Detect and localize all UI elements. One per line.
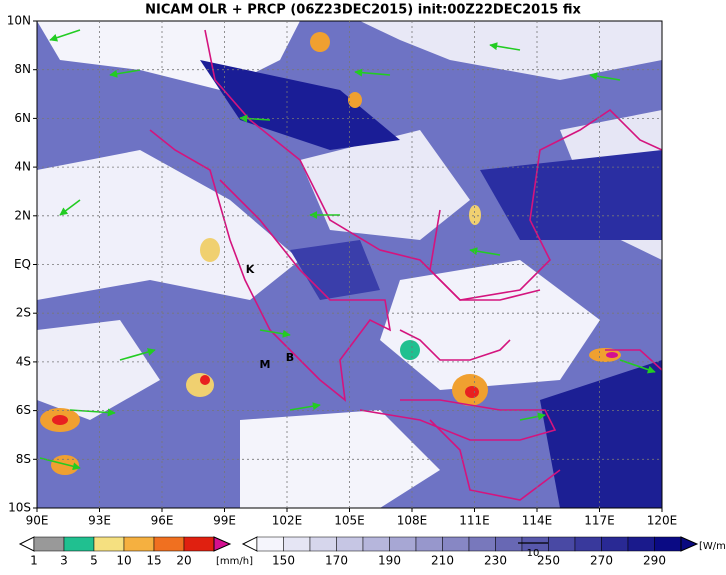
colorbar-label: 3 [60, 554, 68, 568]
lat-label: 2N [14, 208, 31, 222]
colorbar-label: 10 [116, 554, 131, 568]
lon-label: 111E [459, 514, 490, 528]
colorbar-label: 170 [325, 554, 348, 568]
colorbar-end [213, 536, 232, 552]
lon-label: 105E [334, 514, 365, 528]
lon-label: 99E [213, 514, 236, 528]
colorbar-end [680, 536, 699, 552]
colorbar-cell [574, 536, 602, 552]
colorbar-cell [627, 536, 655, 552]
lon-label: 90E [26, 514, 49, 528]
colorbars: 1 3 5 10 15 20 [mm/h] 150 170 190 210 230 250 270 290 [… [18, 536, 726, 568]
colorbar-label: 230 [484, 554, 507, 568]
colorbar-end [18, 536, 35, 552]
colorbar-label: 15 [146, 554, 161, 568]
colorbar-cell [63, 536, 95, 552]
lat-label: 4S [16, 354, 31, 368]
station-label: B [286, 351, 294, 364]
colorbar-cell [256, 536, 284, 552]
lat-label: 6S [16, 403, 31, 417]
lon-label: 108E [397, 514, 428, 528]
colorbar-label: 150 [272, 554, 295, 568]
lon-label: 114E [522, 514, 553, 528]
station-label: K [246, 263, 255, 276]
colorbar-label: 5 [90, 554, 98, 568]
colorbar-cell [389, 536, 417, 552]
lat-label: 4N [14, 160, 31, 174]
colorbar-cell [548, 536, 576, 552]
colorbar-label: 250 [537, 554, 560, 568]
lon-label: 93E [88, 514, 111, 528]
colorbar-cell [33, 536, 65, 552]
colorbar-label: 190 [378, 554, 401, 568]
lon-label: 120E [647, 514, 678, 528]
lon-label: 117E [584, 514, 615, 528]
station-label: M [260, 358, 271, 371]
colorbar-cell [153, 536, 185, 552]
colorbar-cell [309, 536, 337, 552]
colorbar-unit: [mm/h] [216, 556, 253, 567]
colorbar-cell [336, 536, 364, 552]
lat-label: 10N [7, 14, 31, 28]
colorbar-cell [362, 536, 390, 552]
colorbar-cell [123, 536, 155, 552]
colorbar-cell [442, 536, 470, 552]
lon-label: 102E [272, 514, 303, 528]
colorbar-cell [93, 536, 125, 552]
colorbar-label: 20 [176, 554, 191, 568]
colorbar-label: 290 [643, 554, 666, 568]
lat-label: 2S [16, 306, 31, 320]
colorbar-label: 270 [590, 554, 613, 568]
lon-label: 96E [151, 514, 174, 528]
colorbar-cell [468, 536, 496, 552]
colorbar-cell [183, 536, 215, 552]
colorbar-label: 210 [431, 554, 454, 568]
lat-label: 8N [14, 62, 31, 76]
lat-label: 10S [8, 501, 31, 515]
colorbar-cell [495, 536, 523, 552]
colorbar-unit: [W/m^2] [699, 541, 726, 552]
lat-label: 6N [14, 111, 31, 125]
colorbar-end [241, 536, 258, 552]
colorbar-cell [654, 536, 682, 552]
title: NICAM OLR + PRCP (06Z23DEC2015) init:00Z… [145, 3, 581, 18]
reference-label: 10 [527, 548, 540, 559]
stations: K M B [246, 263, 294, 371]
coastlines [149, 29, 662, 501]
colorbar-cell [415, 536, 443, 552]
colorbar-cell [283, 536, 311, 552]
colorbar-cell [601, 536, 629, 552]
lat-label: 8S [16, 452, 31, 466]
colorbar-label: 1 [30, 554, 38, 568]
lat-label: EQ [14, 257, 31, 271]
